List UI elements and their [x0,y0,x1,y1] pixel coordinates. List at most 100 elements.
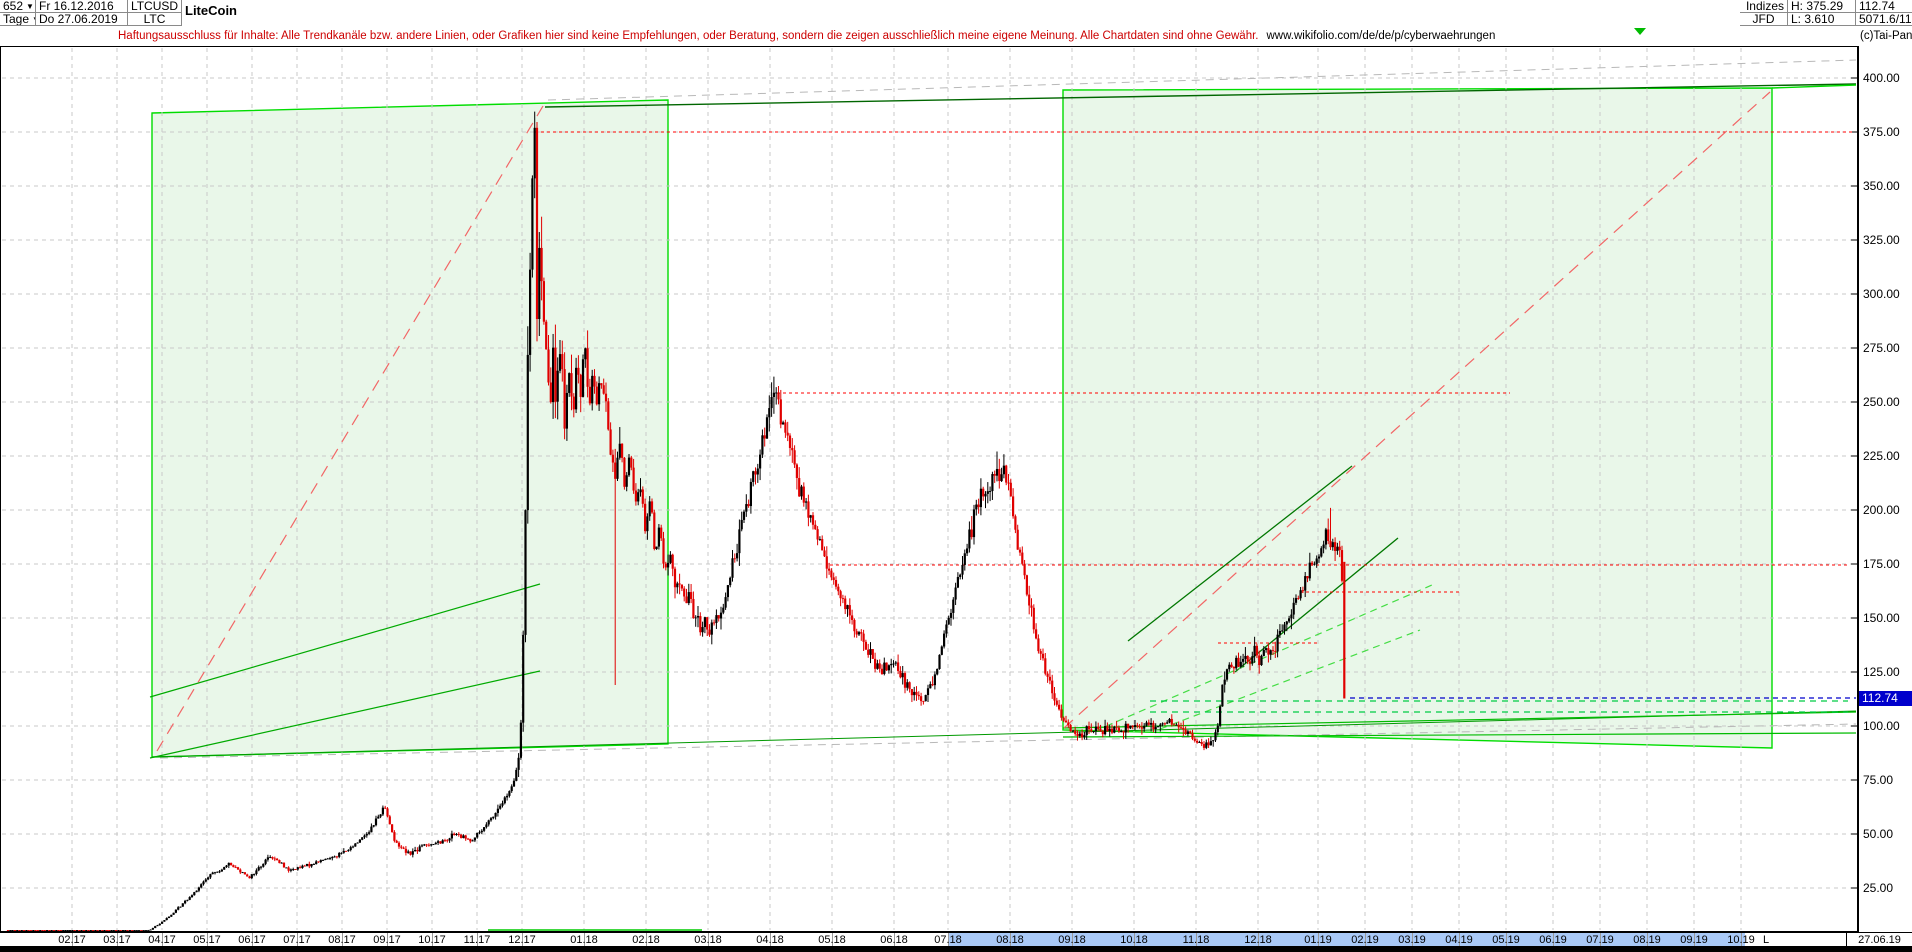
y-axis-label: 50.00 [1863,827,1894,841]
y-axis-label: 75.00 [1863,773,1894,787]
x-axis-tick [387,933,388,946]
x-axis-tick [477,933,478,946]
x-axis-tick [1741,933,1742,946]
x-axis-tick [252,933,253,946]
symbol-short: LTC [128,13,182,26]
x-axis-label: 03.17 [103,934,131,946]
y-axis-label: 175.00 [1863,557,1900,571]
disclaimer-url[interactable]: www.wikifolio.com/de/de/p/cyberwaehrunge… [1266,30,1496,42]
x-axis-tick [584,933,585,946]
left-channel-lower [149,670,541,759]
y-axis-label: 275.00 [1863,341,1900,355]
bars-count-value: 652 [3,0,24,13]
x-axis-tick [1412,933,1413,946]
last-date-tag: 27.06.19 [1846,933,1912,946]
y-axis-label: 25.00 [1863,881,1894,895]
fib-diagonal-left [156,105,544,752]
x-axis-label: 10.18 [1120,934,1148,946]
x-axis-label: 03.19 [1398,934,1426,946]
x-axis-label: 06.19 [1539,934,1567,946]
x-axis-label: 07.17 [283,934,311,946]
x-axis-tick [1694,933,1695,946]
x-axis-label: 01.18 [570,934,598,946]
x-axis-label: 12.18 [1244,934,1272,946]
chevron-down-icon: ▼ [26,1,34,11]
x-axis-tick [770,933,771,946]
broker-name: JFD [1740,13,1788,26]
x-axis-label: 12.17 [508,934,536,946]
chevron-down-icon: ▼ [32,15,35,24]
copyright: (c)Tai-Pan [1858,26,1912,46]
y-axis-label: 300.00 [1863,287,1900,301]
x-axis-label: 09.19 [1680,934,1708,946]
x-axis-tick [894,933,895,946]
y-axis-label: 150.00 [1863,611,1900,625]
x-axis-label: 04.19 [1445,934,1473,946]
disclaimer: Haftungsausschluss für Inhalte: Alle Tre… [0,26,1858,46]
x-axis-tick [1600,933,1601,946]
y-axis-label: 325.00 [1863,233,1900,247]
x-axis-tick [342,933,343,946]
x-axis-tick [162,933,163,946]
price-axis: 400.00 375.00 350.00 325.00 300.00 275.00 250.… [1858,46,1912,932]
x-axis-label: 01.19 [1304,934,1332,946]
x-axis-label: 02.17 [58,934,86,946]
x-axis-label: 04.17 [148,934,176,946]
box-top-extension [1771,84,1857,89]
x-axis-label: 08.18 [996,934,1024,946]
lime-dash-channel-b [1159,629,1421,730]
trend-box-2017 [151,99,669,758]
price-chart[interactable] [0,0,1858,946]
y-axis-label: 375.00 [1863,125,1900,139]
x-axis-label: 08.19 [1633,934,1661,946]
wedge-upper-2019 [1127,465,1353,642]
x-axis-tick [948,933,949,946]
chart-frame [0,46,1858,932]
current-price-tag: 112.74 [1859,691,1912,707]
x-axis-label: 06.17 [238,934,266,946]
bars-count-dropdown[interactable]: 652 ▼ [0,0,36,13]
x-axis-label: 02.19 [1351,934,1379,946]
period-high: H: 375.29 [1788,0,1856,13]
symbol: LTCUSD [128,0,182,13]
x-axis-tick [1365,933,1366,946]
gray-diag-bottom [159,723,1857,759]
x-axis-tick [1647,933,1648,946]
period-dropdown[interactable]: Tage▼ [0,13,36,26]
x-axis-label: 05.18 [818,934,846,946]
lime-dash-channel-a [1094,584,1433,732]
x-axis-label: 04.18 [756,934,784,946]
long-support [151,710,1857,758]
y-axis-label: 400.00 [1863,71,1900,85]
peak-resistance [544,83,1857,108]
period-value: Tage [3,13,30,26]
x-axis-label: 11.18 [1182,934,1210,946]
x-axis-tick [832,933,833,946]
bottom-divider [0,946,1912,952]
date-from: Fr 16.12.2016 [36,0,128,13]
x-axis-label: 05.19 [1492,934,1520,946]
low-marker: L [1763,934,1770,946]
trend-lines [149,59,1857,931]
x-axis-tick [297,933,298,946]
left-channel-upper [149,583,541,698]
x-axis-label: 09.18 [1058,934,1086,946]
exchange-name: Indizes [1740,0,1788,13]
y-axis-label: 250.00 [1863,395,1900,409]
wedge-lower-2019 [1234,537,1399,673]
x-axis-tick [646,933,647,946]
x-axis-tick [1459,933,1460,946]
x-axis-tick [1134,933,1135,946]
x-axis-tick [207,933,208,946]
period-low: L: 3.610 [1788,13,1856,26]
instrument-name: LiteCoin [182,0,382,20]
x-axis-label: 09.17 [373,934,401,946]
x-axis-tick [1196,933,1197,946]
scroll-marker-icon[interactable] [1634,28,1646,35]
y-axis-label: 350.00 [1863,179,1900,193]
x-axis-label: 05.17 [193,934,221,946]
x-axis-tick [1010,933,1011,946]
y-axis-label: 225.00 [1863,449,1900,463]
x-axis-tick [1506,933,1507,946]
time-axis: 02.17 03.17 04.17 05.17 06.17 07.17 08.17 09.17… [0,932,1912,946]
